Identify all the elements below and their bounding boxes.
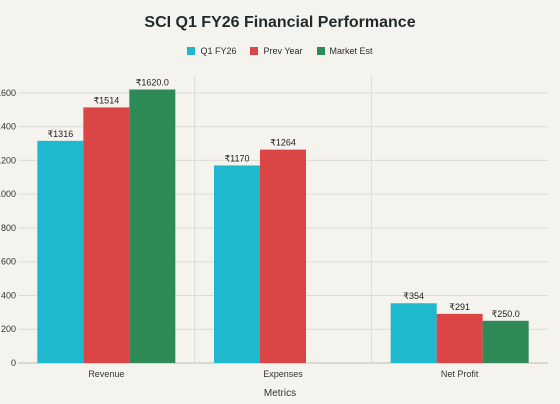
y-tick-label: 600	[1, 257, 16, 267]
chart-title: SCI Q1 FY26 Financial Performance	[144, 14, 416, 31]
legend-label-prev-year: Prev Year	[263, 46, 303, 56]
x-tick-label: Revenue	[88, 369, 124, 379]
legend-item-q1[interactable]: Q1 FY26	[187, 46, 236, 56]
data-label: ₹1620.0	[136, 78, 169, 88]
data-label: ₹1264	[270, 138, 296, 148]
y-tick-label: 1400	[0, 122, 16, 132]
legend-label-q1: Q1 FY26	[200, 46, 237, 56]
bar	[37, 140, 84, 363]
y-tick-label: 0	[11, 358, 16, 368]
bar	[260, 149, 306, 363]
legend-swatch-prev-year	[250, 47, 259, 55]
legend-item-prev-year[interactable]: Prev Year	[250, 46, 303, 56]
legend-swatch-q1	[187, 47, 196, 55]
bar	[482, 320, 529, 363]
data-label: ₹354	[403, 291, 424, 301]
x-tick-label: Expenses	[263, 369, 303, 379]
bar	[83, 107, 130, 363]
y-tick-label: 1000	[0, 189, 16, 199]
y-tick-label: 200	[1, 324, 16, 334]
y-tick-label: 800	[1, 223, 16, 233]
x-axis-label: Metrics	[263, 388, 297, 399]
y-tick-label: 400	[1, 290, 16, 300]
legend-item-market-est[interactable]: Market Est	[316, 46, 373, 56]
y-tick-label: 1200	[0, 155, 16, 165]
x-tick-label: Net Profit	[441, 369, 479, 379]
bar	[390, 303, 437, 363]
bar	[214, 165, 260, 363]
data-label: ₹1514	[93, 95, 119, 105]
data-label: ₹1170	[224, 153, 249, 163]
legend-label-market-est: Market Est	[329, 46, 373, 56]
data-label: ₹291	[449, 302, 470, 312]
y-tick-label: 1600	[0, 88, 16, 98]
data-label: ₹1316	[47, 129, 73, 139]
legend-swatch-market-est	[316, 47, 325, 55]
data-label: ₹250.0	[492, 309, 520, 319]
legend: Q1 FY26 Prev Year Market Est	[0, 46, 560, 56]
bar	[129, 89, 176, 363]
bar	[436, 313, 483, 363]
